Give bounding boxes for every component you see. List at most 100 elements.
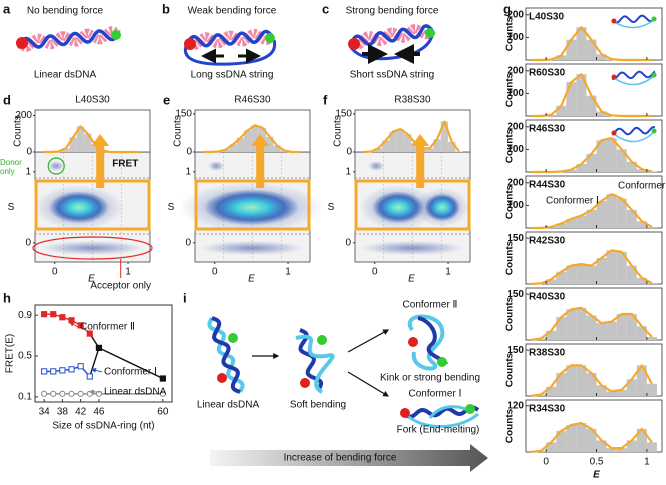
- hist-bar: [556, 223, 567, 228]
- inset-ss: [613, 75, 655, 86]
- subplot-title: R46S30: [529, 124, 566, 135]
- hist-bar: [222, 149, 230, 152]
- hist-curve: [43, 125, 139, 154]
- soft-cyan: [295, 334, 335, 394]
- y-tick-label: 150: [507, 289, 524, 300]
- panel-title: R46S30: [234, 95, 271, 106]
- inset-acceptor: [651, 72, 657, 78]
- fit-curve: [530, 422, 653, 454]
- hist-bar: [646, 283, 657, 284]
- hist-bar: [646, 442, 657, 452]
- point: [68, 317, 75, 324]
- acceptor-dots: [41, 241, 144, 255]
- s-tick-label: 0: [185, 237, 191, 248]
- hist-bar: [411, 143, 419, 152]
- y-tick-label: 200: [507, 121, 524, 132]
- subplot-title: R38S30: [529, 348, 566, 359]
- conformer1-desc: Fork (End-melting): [397, 425, 480, 436]
- y-axis-label: Counts: [333, 115, 344, 147]
- force-gradient-arrow: [210, 444, 488, 472]
- point: [59, 390, 66, 397]
- hist-bar: [455, 151, 463, 152]
- hist-bar: [596, 323, 607, 340]
- x-tick-label: 0.5: [590, 457, 604, 468]
- hist-bar: [556, 430, 567, 452]
- hist-bar: [606, 138, 617, 172]
- hist-bar: [586, 153, 597, 172]
- panel-letter: a: [3, 1, 11, 16]
- y-axis-label: Counts: [505, 296, 516, 331]
- panel-title: Strong bending force: [346, 6, 439, 17]
- plot-frame: [34, 304, 173, 403]
- hist-bar: [626, 440, 637, 452]
- fit-curve: [531, 26, 652, 62]
- y-axis-label: Counts: [505, 408, 516, 443]
- y-axis-label: FRET(E): [5, 334, 16, 373]
- point: [95, 390, 103, 397]
- hist-bar: [576, 74, 587, 116]
- hist-bar: [556, 105, 567, 116]
- acceptor-marker: [32, 236, 153, 260]
- fret-band: [354, 179, 471, 231]
- hist-bar: [244, 130, 252, 152]
- hist-bar: [556, 317, 567, 340]
- inset-dna: [611, 14, 656, 24]
- donor-dye: [300, 378, 310, 388]
- y-axis-label: Counts: [505, 16, 516, 51]
- point: [59, 367, 66, 374]
- hist-bar: [556, 55, 567, 60]
- panel-letter: e: [163, 92, 170, 107]
- hist-curve: [203, 124, 299, 154]
- inset-dna: [611, 126, 656, 136]
- dsdna-b-blue: [186, 29, 274, 48]
- inset-donor: [611, 18, 617, 24]
- donor-dye: [217, 373, 227, 383]
- panel-title: R38S30: [394, 95, 431, 106]
- acceptor-dye: [465, 404, 475, 414]
- scatter-cluster: [424, 193, 461, 222]
- point: [68, 390, 75, 397]
- hist-bar: [596, 140, 607, 172]
- ssdna-string: [183, 39, 277, 66]
- hist-bar: [626, 209, 637, 228]
- hist-bar: [586, 373, 597, 396]
- hist-bar: [576, 365, 587, 396]
- inset-acceptor: [651, 16, 657, 22]
- hist-bar: [266, 136, 274, 152]
- hist-bar: [566, 425, 577, 452]
- hist-bar: [596, 440, 607, 452]
- hist-bar: [566, 265, 577, 284]
- hist-bar: [576, 264, 587, 284]
- arrow-label: Increase of bending force: [284, 453, 397, 464]
- inset-ss: [613, 19, 655, 29]
- x-tick-label: 0: [372, 267, 378, 278]
- subplot-title: R44S30: [529, 180, 566, 191]
- hist-bar: [69, 137, 77, 152]
- y-tick-label: 0: [26, 147, 32, 158]
- ssdna-short: [348, 35, 434, 61]
- acceptor-dye: [437, 357, 447, 367]
- series-label: Conformer Ⅱ: [80, 322, 135, 333]
- x-axis-label: E: [248, 274, 255, 285]
- acceptor-dots: [201, 241, 304, 255]
- fret-band: [194, 179, 311, 231]
- y-tick-label: 0.1: [18, 392, 32, 403]
- s-tick-label: 1: [25, 167, 31, 178]
- hist-bar: [626, 314, 637, 340]
- panel-letter: h: [3, 290, 11, 305]
- point: [77, 363, 84, 370]
- panel-caption: Short ssDNA string: [350, 70, 434, 81]
- s-tick-label: 1: [185, 167, 191, 178]
- hist-bar: [448, 141, 456, 152]
- subplot-title: L40S30: [529, 12, 564, 23]
- y-tick-label: 150: [507, 345, 524, 356]
- panel-title: No bending force: [27, 6, 104, 17]
- hist-bar: [566, 169, 577, 172]
- hist-bar: [606, 448, 617, 452]
- fit-curve: [531, 193, 653, 230]
- acceptor-label: Acceptor only: [90, 281, 151, 292]
- hist-bar: [586, 95, 597, 116]
- x-tick-label: 0: [52, 267, 58, 278]
- y-tick-label: 200: [507, 65, 524, 76]
